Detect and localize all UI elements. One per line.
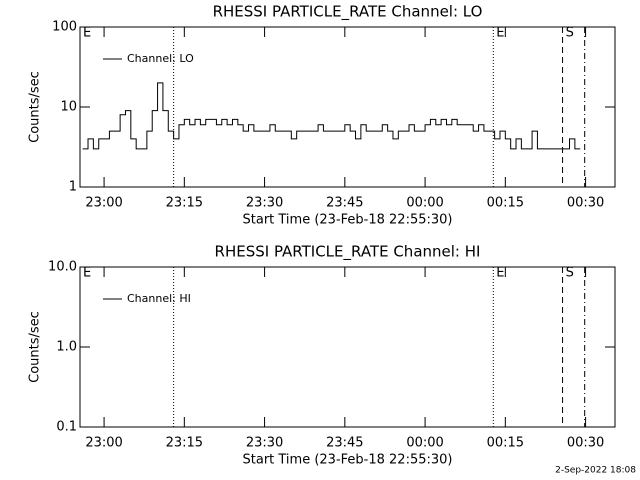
y-tick-label: 1.0 [56,340,77,355]
y-tick-label: 10.0 [48,260,77,275]
legend-label: Channel: HI [127,292,191,305]
footer: 2-Sep-2022 18:08 [555,466,636,476]
chart-title: RHESSI PARTICLE_RATE Channel: HI [215,243,481,262]
y-tick-label: 100 [52,20,77,35]
x-axis-label: Start Time (23-Feb-18 22:55:30) [243,213,453,228]
x-tick-label: 00:15 [487,196,524,211]
y-tick-label: 10 [60,100,77,115]
annotation: E [496,26,504,41]
x-tick-label: 23:00 [85,196,122,211]
x-axis-label: Start Time (23-Feb-18 22:55:30) [243,453,453,468]
x-tick-label: 00:00 [406,196,443,211]
annotation: E [83,266,91,281]
annotation: E [83,26,91,41]
data-line [82,82,581,150]
annotation: S [566,26,574,41]
x-tick-label: 23:15 [166,196,203,211]
x-tick-label: 23:45 [326,196,363,211]
x-tick-label: 23:30 [246,196,283,211]
x-tick-label: 23:45 [326,436,363,451]
x-tick-label: 00:30 [567,436,604,451]
x-tick-label: 00:00 [406,436,443,451]
x-tick-label: 23:00 [85,436,122,451]
legend-label: Channel: LO [127,52,194,65]
y-tick-label: 0.1 [56,420,77,435]
x-tick-label: 00:30 [567,196,604,211]
y-tick-label: 1 [69,180,77,195]
chart-title: RHESSI PARTICLE_RATE Channel: LO [213,3,483,22]
y-axis-label: Counts/sec [28,71,43,143]
annotation: E [496,266,504,281]
x-tick-label: 00:15 [487,436,524,451]
x-tick-label: 23:15 [166,436,203,451]
annotation: S [566,266,574,281]
y-axis-label: Counts/sec [28,311,43,383]
x-tick-label: 23:30 [246,436,283,451]
